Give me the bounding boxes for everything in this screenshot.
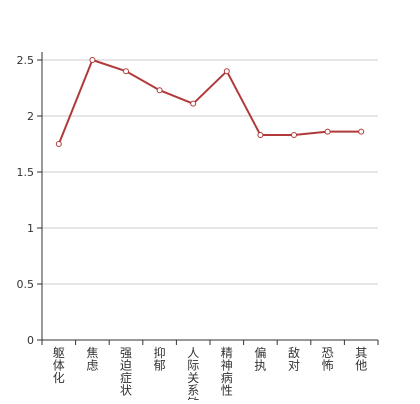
y-tick-labels: 0 0.5 1 1.5 2 2.5 (17, 54, 35, 347)
data-point[interactable] (257, 132, 264, 139)
x-tick-label: 精神病性 (221, 346, 233, 398)
x-tick-label: 人际关系敏感 (187, 346, 199, 400)
data-point[interactable] (324, 128, 331, 135)
y-tick-label: 1 (27, 222, 34, 235)
data-point[interactable] (291, 132, 297, 139)
y-tick-label: 0.5 (17, 278, 35, 291)
data-point[interactable] (123, 68, 129, 75)
series (55, 57, 365, 147)
y-tick-label: 2.5 (17, 54, 35, 67)
data-point[interactable] (156, 87, 163, 94)
x-tick-label: 强迫症状 (120, 346, 132, 398)
data-point[interactable] (223, 68, 230, 75)
x-tick-label: 恐怖 (322, 346, 334, 373)
data-point[interactable] (358, 128, 365, 135)
x-tick-label: 敌对 (288, 345, 300, 373)
axes (37, 52, 379, 345)
x-tick-label: 躯体化 (53, 345, 65, 385)
y-tick-label: 1.5 (17, 166, 35, 179)
data-point[interactable] (190, 100, 197, 107)
y-tick-label: 0 (27, 334, 34, 347)
x-tick-label: 其他 (355, 346, 367, 373)
data-point[interactable] (55, 141, 62, 147)
grid-lines (42, 59, 378, 285)
x-tick-label: 焦虑 (86, 346, 98, 373)
x-tick-label: 偏执 (254, 345, 266, 373)
y-tick-label: 2 (27, 110, 34, 123)
x-tick-label: 抑郁 (154, 345, 166, 373)
data-point[interactable] (89, 57, 96, 63)
series-line (57, 59, 362, 145)
